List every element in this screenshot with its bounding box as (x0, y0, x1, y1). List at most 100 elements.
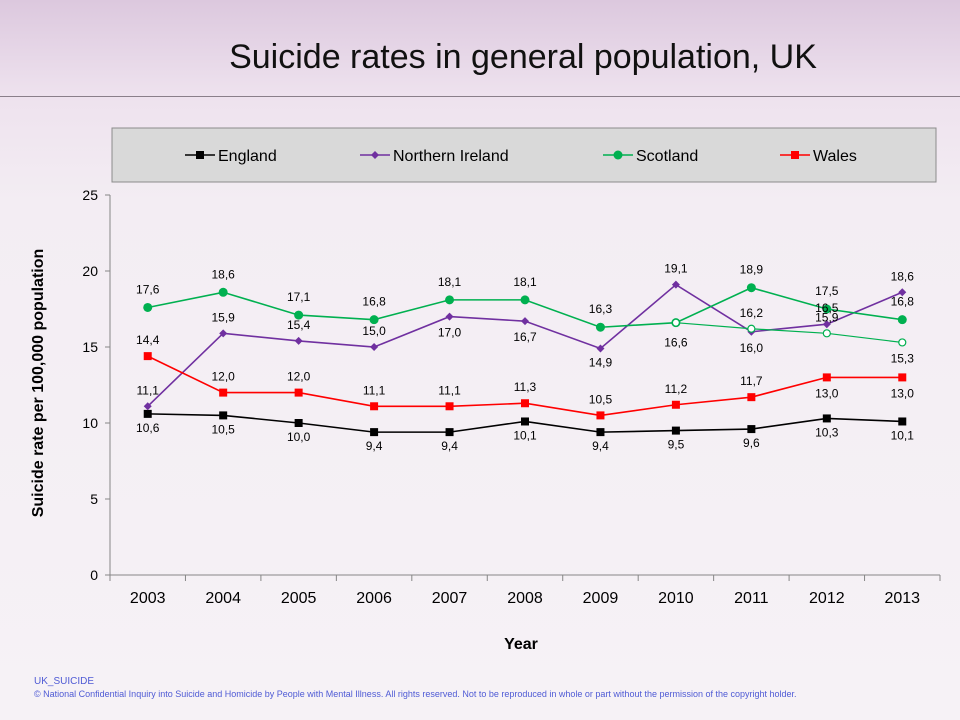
x-tick-label: 2004 (205, 590, 241, 607)
data-label: 15,4 (287, 318, 311, 332)
series-wales (143, 352, 907, 420)
data-label: 9,4 (592, 439, 609, 453)
series-layer (143, 280, 907, 437)
x-axis-title: Year (504, 636, 538, 653)
x-tick-label: 2008 (507, 590, 543, 607)
data-point (596, 344, 605, 353)
data-point (143, 402, 152, 411)
data-point (218, 287, 228, 297)
data-point (520, 295, 530, 305)
data-label: 17,5 (815, 284, 839, 298)
legend-item-england: England (185, 148, 277, 165)
data-label: 18,6 (212, 267, 236, 281)
data-label: 18,1 (513, 275, 537, 289)
data-label: 15,0 (362, 324, 386, 338)
data-point (370, 428, 379, 437)
data-label: 10,3 (815, 425, 839, 439)
data-point (822, 414, 831, 423)
data-label: 9,5 (668, 438, 685, 452)
series-scotland (143, 283, 907, 332)
legend-label: England (218, 148, 277, 165)
data-label: 15,9 (815, 310, 839, 324)
y-tick-label: 20 (82, 263, 98, 279)
data-point (521, 417, 529, 426)
data-point (143, 352, 152, 361)
data-point (596, 411, 605, 420)
data-point (822, 329, 831, 338)
axes: 0 5 10 15 20 25 2003 2004 2005 2006 2007 2008 2009 20… (30, 187, 941, 653)
data-label: 16,0 (740, 341, 764, 355)
x-tick-label: 2010 (658, 590, 694, 607)
data-point (294, 388, 303, 397)
data-label: 14,4 (136, 333, 160, 347)
data-point (822, 320, 831, 329)
x-tick-label: 2005 (281, 590, 317, 607)
data-point (822, 373, 831, 382)
data-label: 10,1 (513, 428, 537, 442)
legend-label: Wales (813, 148, 857, 165)
series-england (143, 409, 907, 437)
data-point (747, 425, 756, 434)
data-point (671, 318, 681, 327)
data-label: 11,1 (136, 383, 159, 397)
data-label: 17,1 (287, 290, 311, 304)
legend-marker (196, 151, 204, 159)
data-label: 12,0 (212, 370, 236, 384)
x-tick-label: 2006 (356, 590, 392, 607)
title-divider (0, 96, 960, 97)
data-label: 16,8 (891, 295, 915, 309)
data-point (143, 409, 152, 418)
data-label: 15,9 (212, 310, 236, 324)
page-title: Suicide rates in general population, UK (229, 38, 817, 76)
y-tick-label: 15 (82, 339, 98, 355)
y-tick-label: 10 (82, 415, 98, 431)
data-label: 14,9 (589, 356, 613, 370)
data-labels: 10,6 10,5 10,0 9,4 9,4 10,1 9,4 9,5 9,6 10,3 10,1 1… (136, 262, 914, 453)
data-label: 16,2 (740, 306, 764, 320)
data-label: 16,7 (513, 330, 537, 344)
data-point (369, 315, 379, 325)
legend-item-scotland: Scotland (603, 148, 698, 165)
x-tick-label: 2007 (432, 590, 468, 607)
data-label: 10,5 (589, 392, 613, 406)
data-point (747, 324, 756, 333)
data-label: 12,0 (287, 370, 311, 384)
data-point (143, 302, 153, 312)
data-point (898, 417, 907, 426)
data-label: 9,4 (441, 439, 458, 453)
x-tick-label: 2003 (130, 590, 166, 607)
legend-marker (791, 151, 799, 159)
legend: England Northern Ireland Scotland Wales (185, 148, 857, 165)
series-line (675, 322, 903, 344)
data-point (445, 402, 454, 411)
data-point (219, 388, 228, 397)
data-label: 17,0 (438, 326, 462, 340)
data-point (595, 322, 605, 332)
x-tick-label: 2009 (583, 590, 619, 607)
data-point (596, 428, 605, 437)
series-northern-ireland (143, 280, 907, 411)
y-tick-label: 0 (90, 567, 98, 583)
data-label: 13,0 (815, 386, 839, 400)
data-point (445, 428, 454, 437)
data-label: 16,6 (664, 336, 688, 350)
footer-code: UK_SUICIDE (34, 676, 95, 687)
legend-item-northern-ireland: Northern Ireland (360, 148, 509, 165)
data-label: 18,9 (740, 263, 764, 277)
data-point (445, 312, 454, 321)
data-point (294, 419, 303, 427)
data-label: 10,0 (287, 430, 311, 444)
data-label: 9,6 (743, 436, 760, 450)
x-tick-label: 2011 (734, 590, 769, 607)
data-point (671, 400, 680, 409)
data-point (521, 399, 529, 408)
data-label: 18,6 (891, 269, 915, 283)
data-point (671, 426, 680, 435)
data-label: 16,3 (589, 302, 613, 316)
data-label: 18,1 (438, 275, 462, 289)
x-tick-label: 2013 (884, 590, 920, 607)
legend-label: Northern Ireland (393, 148, 509, 165)
x-tick-label: 2012 (809, 590, 845, 607)
data-label: 19,1 (664, 262, 688, 276)
